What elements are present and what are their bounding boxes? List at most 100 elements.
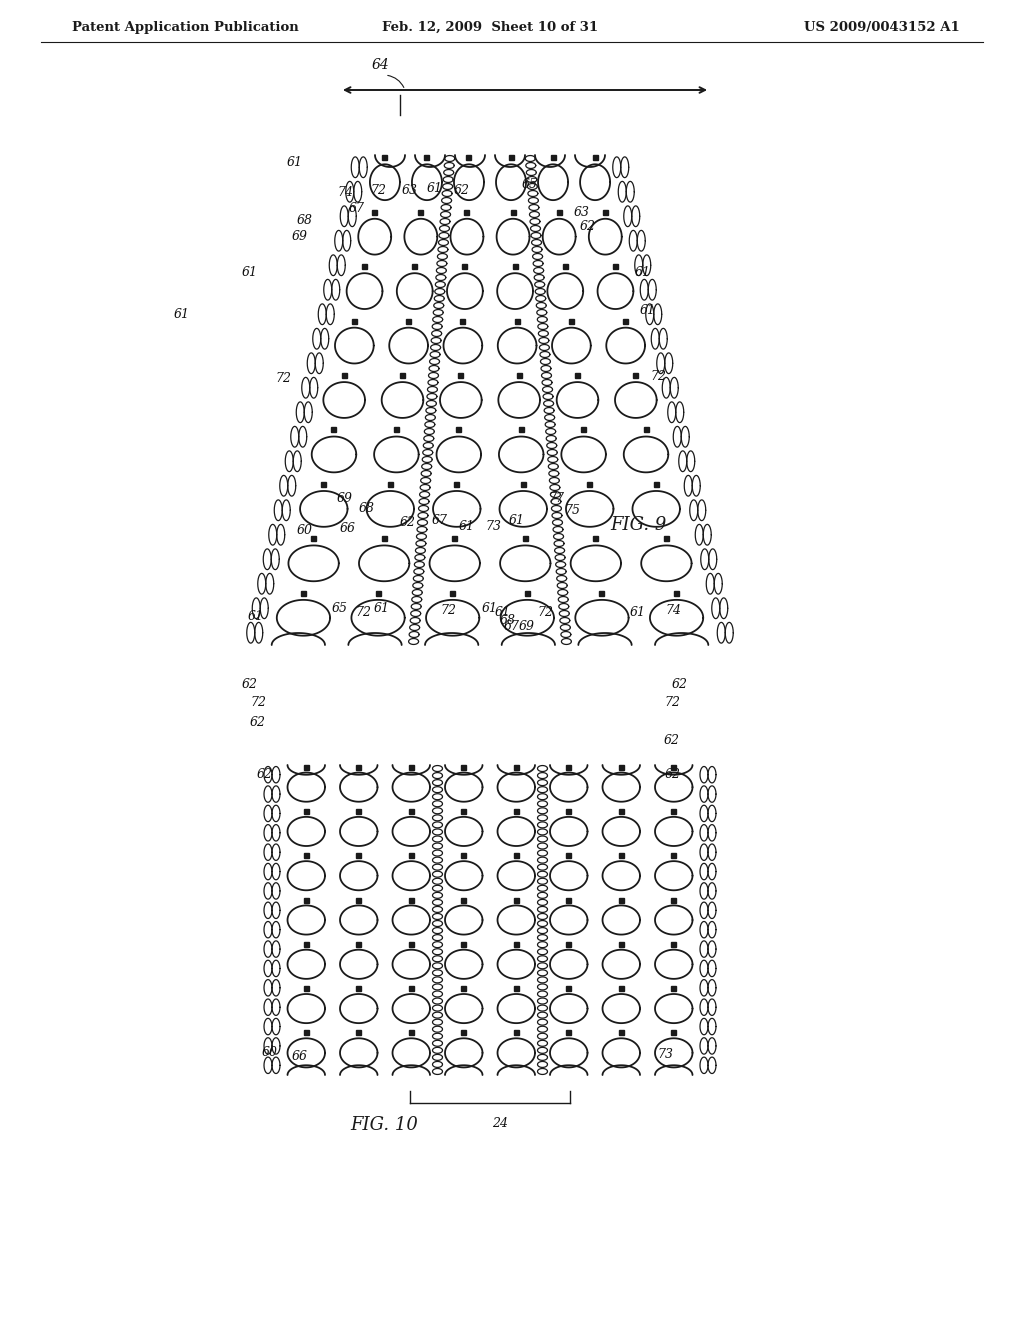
Bar — [618, 853, 624, 858]
Bar — [514, 1031, 519, 1035]
Text: 62: 62 — [242, 678, 258, 692]
Bar — [304, 942, 309, 946]
Bar — [618, 764, 624, 770]
Bar — [575, 374, 580, 378]
Bar — [461, 318, 465, 323]
Bar — [388, 482, 393, 487]
Text: Feb. 12, 2009  Sheet 10 of 31: Feb. 12, 2009 Sheet 10 of 31 — [382, 21, 598, 33]
Bar — [342, 374, 347, 378]
Bar — [352, 318, 356, 323]
Bar — [382, 536, 387, 541]
Bar — [557, 210, 562, 215]
Bar — [551, 156, 556, 160]
Text: 73: 73 — [657, 1048, 673, 1061]
Bar — [613, 264, 617, 269]
Bar — [457, 428, 461, 433]
Text: 66: 66 — [292, 1049, 308, 1063]
Text: 65: 65 — [522, 178, 538, 191]
Bar — [461, 986, 466, 991]
Text: 61: 61 — [427, 181, 443, 194]
Bar — [362, 264, 367, 269]
Bar — [376, 591, 381, 595]
Bar — [467, 156, 471, 160]
Bar — [453, 536, 458, 541]
Bar — [633, 374, 638, 378]
Bar — [356, 898, 361, 903]
Text: 65: 65 — [332, 602, 348, 615]
Text: 61: 61 — [482, 602, 498, 615]
Text: 60: 60 — [262, 1045, 278, 1059]
Bar — [451, 591, 456, 595]
Bar — [566, 853, 571, 858]
Text: 61: 61 — [287, 156, 303, 169]
Bar — [672, 809, 676, 814]
Bar — [514, 809, 519, 814]
Bar — [461, 853, 466, 858]
Bar — [409, 809, 414, 814]
Text: 60: 60 — [297, 524, 313, 536]
Bar — [672, 942, 676, 946]
Bar — [566, 942, 571, 946]
Text: 69: 69 — [337, 491, 353, 504]
Bar — [653, 482, 658, 487]
Bar — [304, 809, 309, 814]
Bar — [525, 591, 529, 595]
Text: 62: 62 — [400, 516, 416, 528]
Bar — [672, 898, 676, 903]
Bar — [523, 536, 527, 541]
Bar — [581, 428, 586, 433]
Bar — [672, 853, 676, 858]
Bar — [304, 898, 309, 903]
Bar — [356, 942, 361, 946]
Text: 67: 67 — [432, 513, 449, 527]
Bar — [569, 318, 573, 323]
Bar — [643, 428, 648, 433]
Text: 72: 72 — [664, 696, 680, 709]
Text: 68: 68 — [297, 214, 313, 227]
Bar — [514, 898, 519, 903]
Bar — [304, 764, 309, 770]
Bar — [674, 591, 679, 595]
Text: 72: 72 — [370, 183, 386, 197]
Bar — [515, 318, 519, 323]
Text: 61: 61 — [374, 602, 390, 615]
Text: 62: 62 — [580, 219, 596, 232]
Bar — [461, 898, 466, 903]
Bar — [356, 986, 361, 991]
Text: 62: 62 — [672, 678, 688, 692]
Bar — [356, 809, 361, 814]
Bar — [356, 764, 361, 770]
Text: 64: 64 — [371, 58, 389, 73]
Bar — [514, 853, 519, 858]
Text: 77: 77 — [548, 491, 564, 504]
Bar — [624, 318, 628, 323]
Bar — [566, 986, 571, 991]
Bar — [514, 942, 519, 946]
Text: US 2009/0043152 A1: US 2009/0043152 A1 — [804, 21, 961, 33]
Bar — [519, 428, 523, 433]
Bar — [407, 318, 411, 323]
Bar — [672, 986, 676, 991]
Bar — [521, 482, 525, 487]
Bar — [419, 210, 423, 215]
Bar — [461, 1031, 466, 1035]
Bar — [311, 536, 316, 541]
Bar — [459, 374, 463, 378]
Bar — [618, 898, 624, 903]
Bar — [304, 853, 309, 858]
Bar — [618, 986, 624, 991]
Text: 67: 67 — [349, 202, 365, 214]
Text: 68: 68 — [500, 614, 516, 627]
Bar — [455, 482, 459, 487]
Text: 62: 62 — [665, 767, 681, 780]
Text: 73: 73 — [485, 520, 501, 532]
Bar — [603, 210, 608, 215]
Bar — [301, 591, 306, 595]
Bar — [394, 428, 399, 433]
Bar — [356, 1031, 361, 1035]
Bar — [618, 1031, 624, 1035]
Text: 74: 74 — [337, 186, 353, 198]
Text: 66: 66 — [340, 521, 356, 535]
Bar — [322, 482, 327, 487]
Text: 69: 69 — [519, 619, 535, 632]
